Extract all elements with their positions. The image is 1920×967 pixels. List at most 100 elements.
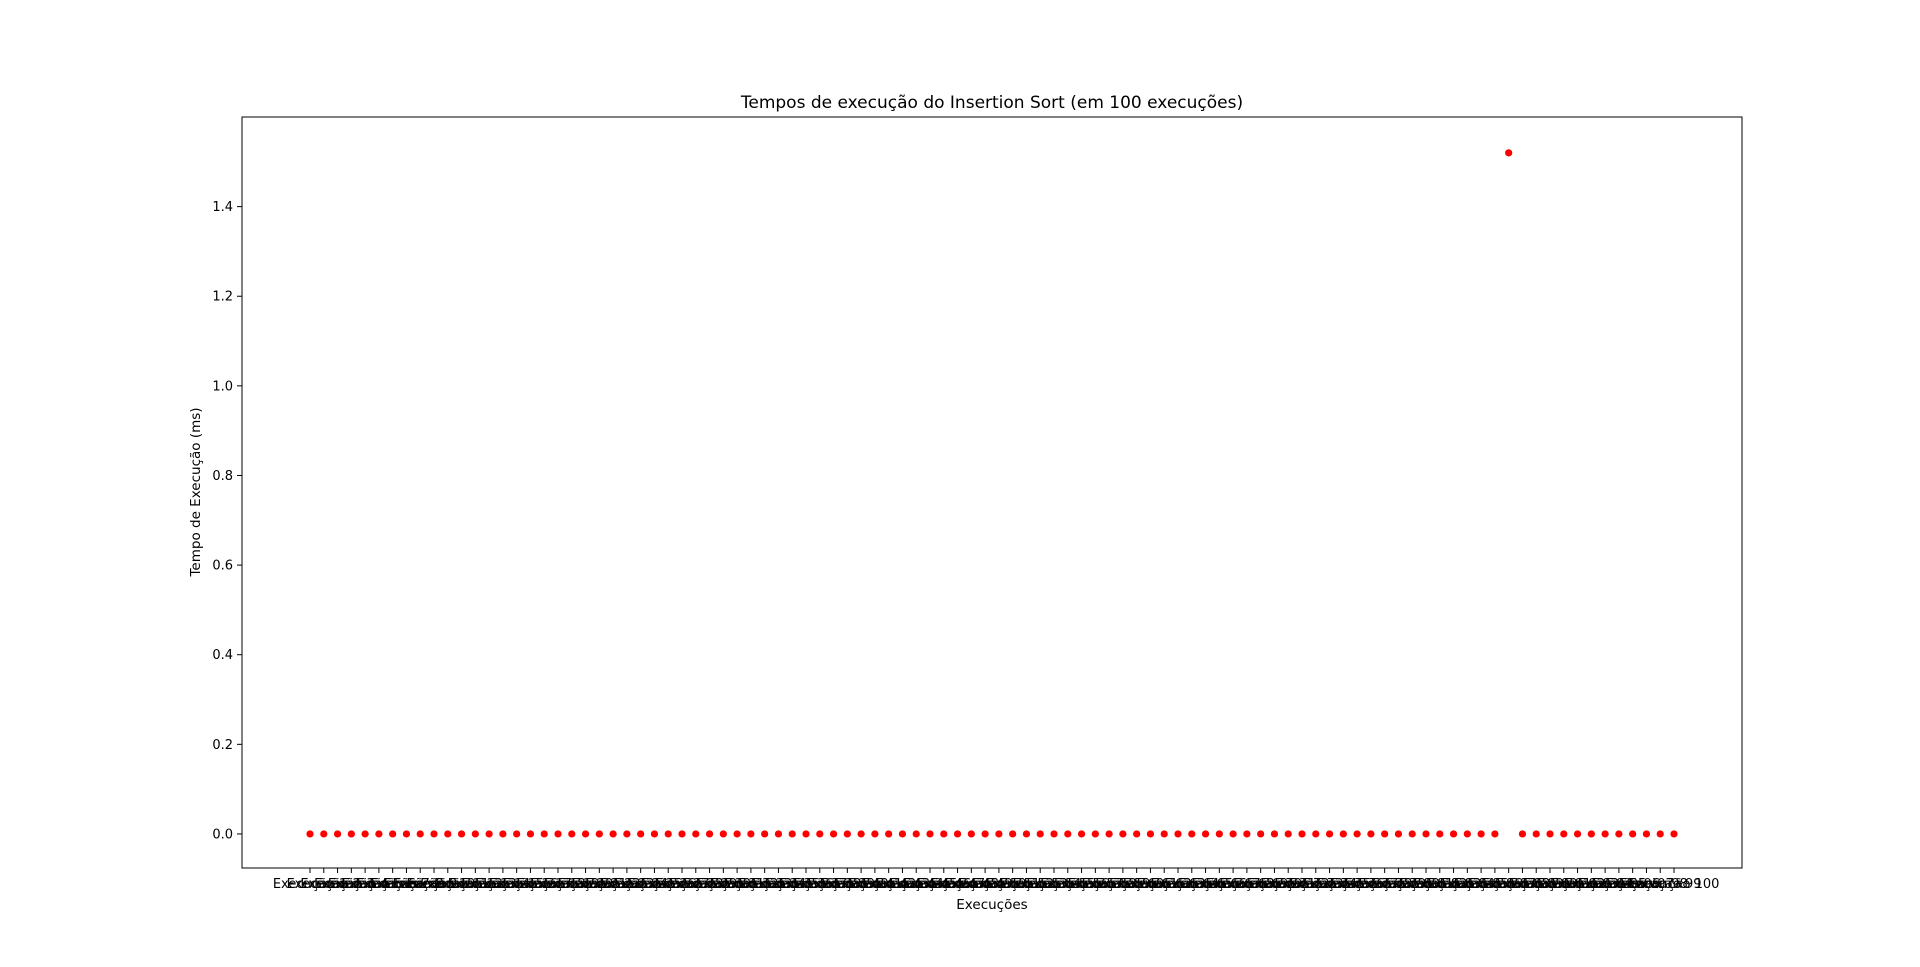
x-tick-label: Execução 5: [328, 877, 402, 892]
data-point: [526, 830, 535, 838]
data-point: [747, 830, 755, 838]
data-point: [1270, 830, 1279, 838]
data-point: [843, 830, 851, 838]
data-point: [1160, 830, 1168, 838]
x-tick-label: Execução 41: [820, 877, 903, 892]
x-tick-label: Execução 38: [778, 877, 861, 892]
x-tick-label: Execução 46: [889, 877, 972, 892]
x-tick-label: Execução 34: [723, 877, 806, 892]
chart-title: Tempos de execução do Insertion Sort (em…: [740, 93, 1243, 113]
y-tick-label: 0.2: [212, 738, 233, 753]
y-tick-label: 1.4: [212, 200, 233, 215]
x-tick-label: Execução 44: [861, 877, 944, 892]
data-point: [912, 830, 920, 838]
data-point: [485, 830, 493, 838]
x-tick-label: Execução 21: [544, 877, 627, 892]
x-tick-label: Execução 71: [1233, 877, 1316, 892]
x-tick-label: Execução 37: [765, 877, 848, 892]
x-tick-label: Execução 78: [1330, 877, 1413, 892]
data-point: [499, 830, 507, 838]
x-tick-label: Execução 87: [1454, 877, 1537, 892]
x-tick-label: Execução 86: [1440, 877, 1523, 892]
x-tick-label: Execução 98: [1605, 877, 1688, 892]
x-tick-label: Execução 92: [1522, 877, 1605, 892]
data-point: [761, 830, 769, 838]
x-tick-label: Execução 76: [1302, 877, 1385, 892]
data-point: [1505, 149, 1513, 157]
x-tick-label: Execução 39: [792, 877, 875, 892]
data-point: [733, 830, 741, 838]
x-tick-label: Execução 17: [489, 877, 572, 892]
data-point: [513, 830, 521, 838]
data-point: [1642, 830, 1651, 838]
data-point: [595, 830, 603, 838]
data-point: [1532, 830, 1540, 838]
x-tick-label: Execução 75: [1288, 877, 1371, 892]
x-tick-label: Execução 52: [971, 877, 1054, 892]
data-point: [333, 830, 342, 838]
data-point: [719, 830, 727, 838]
data-point: [664, 830, 672, 838]
data-point: [1201, 830, 1210, 838]
x-axis-label: Execuções: [956, 897, 1027, 913]
data-point: [457, 830, 466, 838]
data-point: [554, 830, 562, 838]
data-point: [1670, 830, 1678, 838]
x-tick-label: Execução 96: [1578, 877, 1661, 892]
x-tick-label: Execução 33: [710, 877, 793, 892]
x-tick-label: Execução 51: [958, 877, 1041, 892]
data-point: [416, 830, 424, 838]
data-point: [1091, 830, 1099, 838]
x-tick-label: Execução 66: [1164, 877, 1247, 892]
x-tick-label: Execução 100: [1629, 877, 1720, 892]
x-tick-label: Execução 15: [462, 877, 545, 892]
data-point: [1146, 830, 1155, 838]
x-tick-label: Execução 82: [1385, 877, 1468, 892]
data-point: [1394, 830, 1403, 838]
x-tick-label: Execução 3: [300, 877, 374, 892]
data-point: [1422, 830, 1430, 838]
x-tick-label: Execução 54: [999, 877, 1082, 892]
x-tick-label: Execução 85: [1426, 877, 1509, 892]
x-tick-label: Execução 58: [1054, 877, 1137, 892]
x-tick-label: Execução 23: [572, 877, 655, 892]
data-point: [1573, 830, 1582, 838]
x-tick-label: Execução 27: [627, 877, 710, 892]
x-tick-label: Execução 14: [448, 877, 531, 892]
data-point: [1188, 830, 1196, 838]
x-tick-label: Execução 63: [1123, 877, 1206, 892]
y-tick-label: 1.0: [212, 379, 233, 394]
data-point: [1133, 830, 1141, 838]
x-tick-label: Execução 64: [1137, 877, 1220, 892]
data-point: [1022, 830, 1031, 838]
x-tick-label: Execução 48: [916, 877, 999, 892]
data-point: [1615, 830, 1623, 838]
data-point: [347, 830, 355, 838]
data-point: [802, 830, 810, 838]
x-tick-label: Execução 47: [902, 877, 985, 892]
x-tick-label: Execução 7: [355, 877, 429, 892]
plot-frame: [241, 116, 1743, 869]
data-point: [389, 830, 397, 838]
x-tick-label: Execução 70: [1219, 877, 1302, 892]
data-point: [953, 830, 962, 838]
x-tick-label: Execução 50: [944, 877, 1027, 892]
x-tick-label: Execução 8: [369, 877, 443, 892]
data-point: [320, 830, 328, 838]
y-tick-label: 0.6: [212, 559, 233, 574]
x-tick-label: Execução 88: [1467, 877, 1550, 892]
x-tick-label: Execução 4: [314, 877, 388, 892]
data-point: [1174, 830, 1182, 838]
x-tick-label: Execução 95: [1564, 877, 1647, 892]
x-tick-label: Execução 26: [613, 877, 696, 892]
y-axis-ticks: 0.0 0.2 0.4 0.6 0.8 1.0 1.2 1.4: [212, 200, 242, 842]
x-tick-label: Execução 11: [406, 877, 489, 892]
data-point: [430, 830, 438, 838]
x-tick-label: Execução 67: [1178, 877, 1261, 892]
data-point: [1064, 830, 1072, 838]
data-point: [375, 830, 383, 838]
x-tick-label: Execução 2: [287, 877, 361, 892]
data-point: [1560, 830, 1568, 838]
x-tick-label: Execução 90: [1495, 877, 1578, 892]
